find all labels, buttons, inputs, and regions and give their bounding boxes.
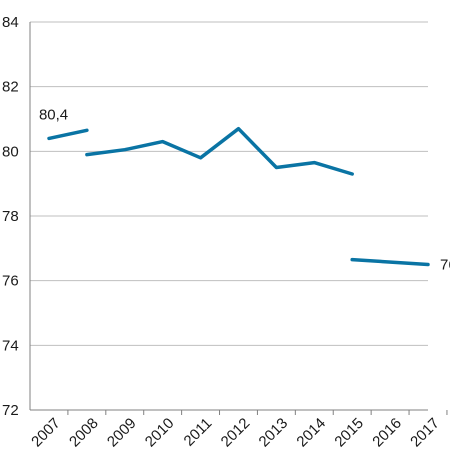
x-tick-label: 2009 [104, 415, 140, 451]
y-tick-labels: 72 74 76 78 80 82 84 [2, 14, 19, 419]
x-tick-label: 2017 [407, 415, 443, 451]
series-lines [47, 126, 430, 267]
x-tick-label: 2008 [66, 415, 102, 451]
axes [29, 22, 448, 415]
x-tick-label: 2015 [331, 415, 367, 451]
y-tick-label: 78 [2, 208, 19, 225]
x-tick-label: 2016 [369, 415, 405, 451]
y-tick-label: 76 [2, 273, 19, 290]
y-tick-label: 80 [2, 143, 19, 160]
series-line-segment [47, 128, 89, 141]
y-tick-label: 74 [2, 337, 19, 354]
y-tick-label: 72 [2, 402, 19, 419]
x-tick-label: 2013 [256, 415, 292, 451]
gridlines [30, 21, 428, 346]
x-tick-label: 2012 [218, 415, 254, 451]
data-labels: 80,4 76,5 [39, 106, 450, 273]
data-label: 80,4 [39, 106, 68, 123]
y-tick-label: 82 [2, 79, 19, 96]
data-label: 76,5 [440, 257, 450, 274]
x-tick-label: 2014 [293, 415, 329, 451]
x-tick-label: 2011 [181, 415, 216, 450]
y-tick-label: 84 [2, 14, 19, 31]
x-tick-label: 2010 [142, 415, 178, 451]
x-tick-labels: 2007 2008 2009 2010 2011 2012 2013 2014 2015 2016… [28, 415, 443, 451]
series-line-segment [350, 257, 430, 267]
x-tick-label: 2007 [28, 415, 64, 451]
series-line-segment [85, 126, 354, 176]
